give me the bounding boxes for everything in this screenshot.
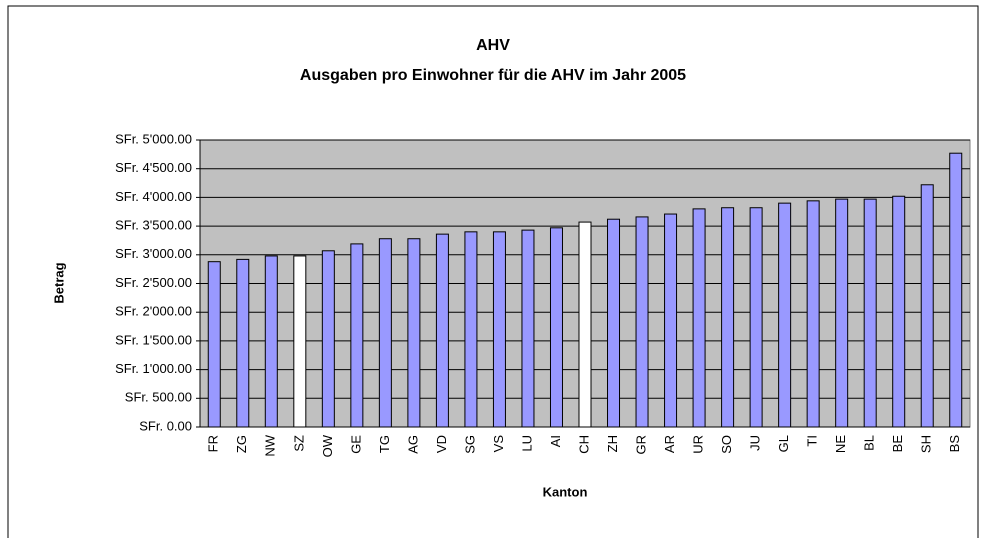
y-tick-label: SFr. 4'000.00 xyxy=(115,189,192,204)
x-tick-label: SO xyxy=(719,435,734,454)
bar xyxy=(549,227,563,428)
x-tick-label: AI xyxy=(548,435,563,447)
y-axis-label: Betrag xyxy=(51,262,66,303)
x-tick-label: NE xyxy=(833,435,848,453)
bar xyxy=(578,221,592,428)
y-tick-label: SFr. 1'000.00 xyxy=(115,361,192,376)
y-tick-label: SFr. 3'000.00 xyxy=(115,246,192,261)
y-tick-label: SFr. 0.00 xyxy=(139,418,192,433)
x-tick-label: SH xyxy=(919,435,934,453)
x-tick-label: GR xyxy=(633,435,648,455)
bar xyxy=(806,200,820,428)
y-tick-label: SFr. 3'500.00 xyxy=(115,218,192,233)
x-tick-label: BS xyxy=(947,435,962,453)
y-tick-label: SFr. 2'000.00 xyxy=(115,304,192,319)
y-tick-label: SFr. 2'500.00 xyxy=(115,275,192,290)
bar xyxy=(892,195,906,428)
y-tick-label: SFr. 500.00 xyxy=(125,390,192,405)
x-tick-label: FR xyxy=(206,435,221,452)
x-tick-label: LU xyxy=(519,435,534,452)
bar xyxy=(749,207,763,428)
x-tick-label: VD xyxy=(434,435,449,453)
bar xyxy=(236,258,250,428)
bar xyxy=(350,243,364,428)
x-tick-label: NW xyxy=(263,434,278,456)
bar xyxy=(635,216,649,428)
bar xyxy=(863,198,877,428)
bar xyxy=(521,229,535,428)
bar xyxy=(207,261,221,428)
bar xyxy=(492,231,506,428)
x-tick-label: UR xyxy=(691,435,706,454)
bar xyxy=(264,255,278,428)
x-tick-label: CH xyxy=(576,435,591,454)
x-tick-label: JU xyxy=(748,435,763,451)
x-tick-label: GE xyxy=(348,435,363,454)
bar xyxy=(607,218,621,428)
x-tick-label: ZH xyxy=(605,435,620,452)
y-tick-label: SFr. 1'500.00 xyxy=(115,332,192,347)
bar xyxy=(293,255,307,428)
x-axis-label: Kanton xyxy=(543,484,588,499)
bar xyxy=(721,207,735,428)
x-tick-label: AR xyxy=(662,435,677,453)
x-tick-label: OW xyxy=(320,434,335,457)
x-tick-label: BE xyxy=(890,435,905,453)
bar xyxy=(949,152,963,428)
chart-subtitle: Ausgaben pro Einwohner für die AHV im Ja… xyxy=(300,67,686,84)
chart-border xyxy=(7,5,979,538)
x-tick-label: GL xyxy=(776,435,791,452)
bar xyxy=(664,213,678,428)
x-tick-label: TI xyxy=(805,435,820,447)
y-tick-label: SFr. 5'000.00 xyxy=(115,131,192,146)
x-tick-label: BL xyxy=(862,435,877,451)
bar xyxy=(464,231,478,428)
x-tick-label: SG xyxy=(462,435,477,454)
x-tick-label: SZ xyxy=(291,435,306,452)
bar xyxy=(920,184,934,428)
x-tick-label: ZG xyxy=(234,435,249,453)
x-tick-label: AG xyxy=(405,435,420,454)
bar xyxy=(778,202,792,428)
bar xyxy=(692,208,706,428)
bar xyxy=(407,238,421,428)
bar xyxy=(378,238,392,428)
x-tick-label: TG xyxy=(377,435,392,453)
bar xyxy=(435,233,449,428)
x-tick-label: VS xyxy=(491,435,506,453)
bar xyxy=(321,250,335,428)
chart-title: AHV xyxy=(476,37,510,54)
bar xyxy=(835,198,849,428)
y-tick-label: SFr. 4'500.00 xyxy=(115,160,192,175)
